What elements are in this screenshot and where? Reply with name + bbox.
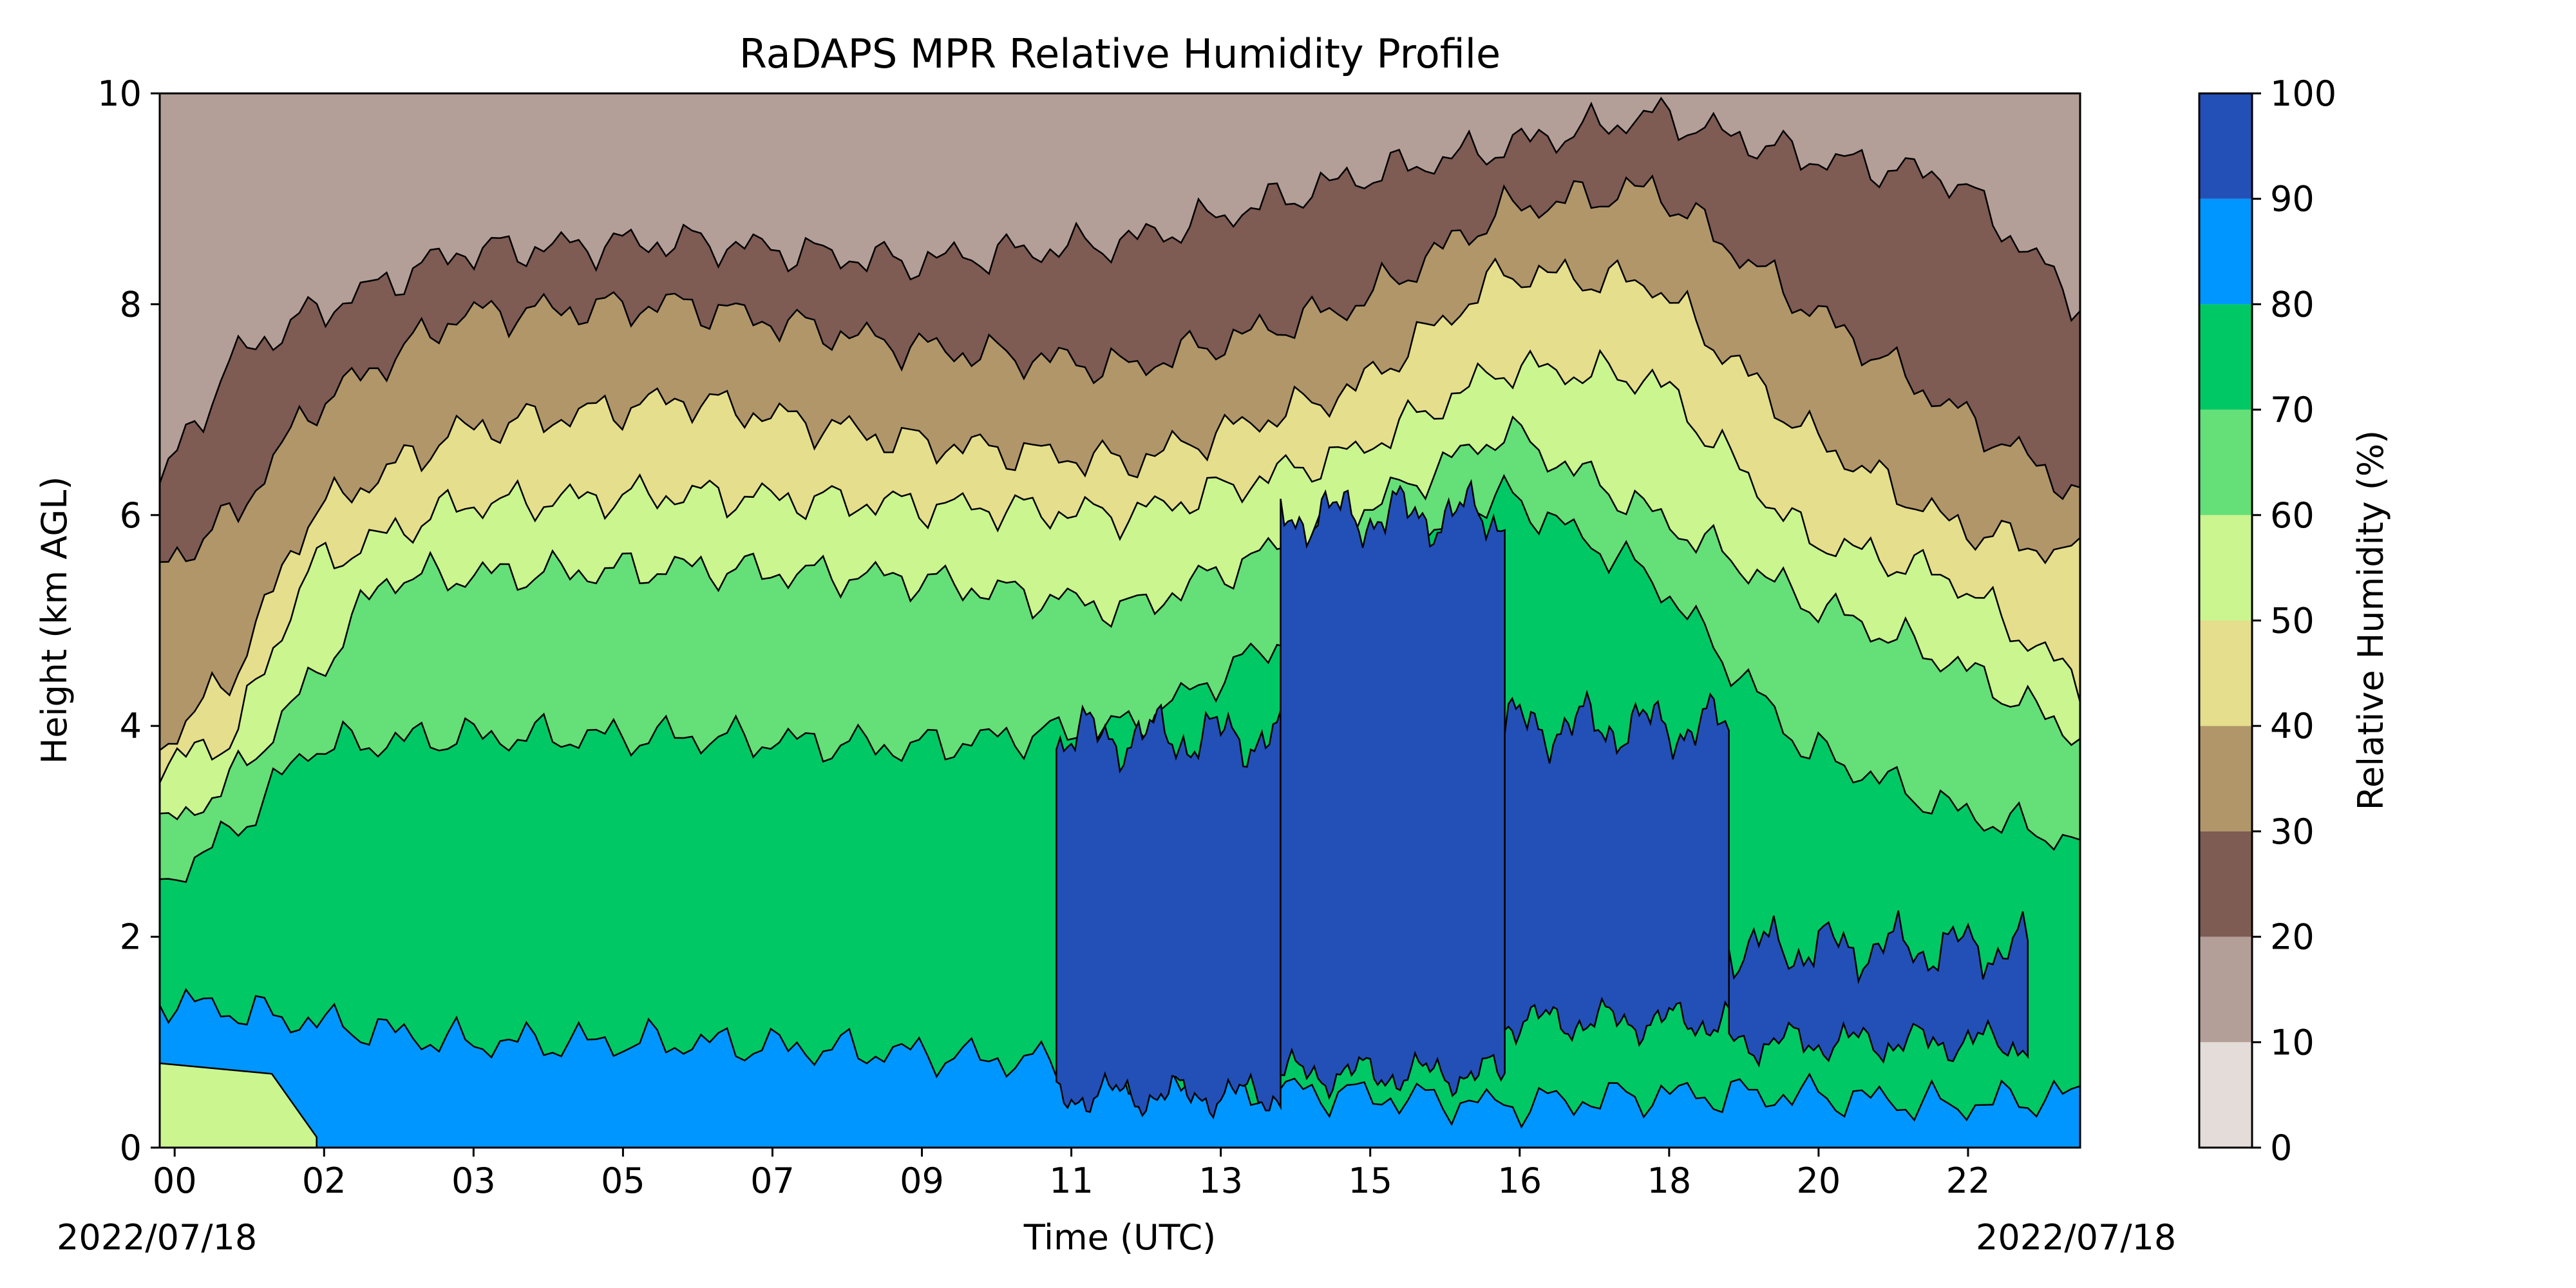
colorbar: 0 10 20 30 40 50 60 70 80 90 100 (2199, 73, 2336, 1168)
y-tick-label: 6 (120, 495, 142, 536)
y-tick-label: 0 (120, 1128, 142, 1168)
colorbar-tick-label: 100 (2270, 73, 2336, 114)
colorbar-segment (2199, 93, 2252, 199)
colorbar-frame (2198, 92, 2253, 1149)
x-tick-label: 07 (750, 1160, 795, 1201)
colorbar-tick-label: 40 (2270, 706, 2315, 746)
y-tick-label: 10 (97, 73, 142, 114)
x-tick-label: 15 (1348, 1160, 1392, 1201)
colorbar-segment (2199, 726, 2252, 831)
y-axis: 0 2 4 6 8 10 (97, 73, 160, 1168)
colorbar-tick-label: 90 (2270, 179, 2315, 220)
colorbar-segment (2199, 515, 2252, 621)
colorbar-tick-label: 0 (2270, 1128, 2292, 1168)
x-tick-label: 00 (153, 1160, 197, 1201)
colorbar-segment (2199, 620, 2252, 726)
y-tick-label: 8 (120, 284, 142, 325)
x-tick-label: 22 (1946, 1160, 1991, 1201)
chart-title: RaDAPS MPR Relative Humidity Profile (739, 30, 1501, 77)
band-90-100-region (1728, 910, 2029, 1068)
x-tick-label: 09 (900, 1160, 944, 1201)
plot-frame (158, 92, 2081, 1149)
y-tick-label: 2 (120, 917, 142, 958)
colorbar-segment (2199, 831, 2252, 937)
x-tick-label: 11 (1049, 1160, 1094, 1201)
colorbar-segment (2199, 410, 2252, 515)
end-date-label: 2022/07/18 (1976, 1217, 2176, 1258)
colorbar-label: Relative Humidity (%) (2351, 430, 2391, 810)
colorbar-tick-label: 80 (2270, 284, 2315, 325)
x-tick-label: 16 (1497, 1160, 1542, 1201)
x-tick-label: 03 (451, 1160, 496, 1201)
x-tick-label: 18 (1647, 1160, 1691, 1201)
colorbar-tick-label: 70 (2270, 390, 2315, 430)
y-axis-label: Height (km AGL) (34, 477, 75, 764)
x-tick-label: 20 (1797, 1160, 1841, 1201)
colorbar-segment (2199, 304, 2252, 410)
x-tick-label: 13 (1198, 1160, 1243, 1201)
colorbar-tick-label: 20 (2270, 917, 2315, 958)
start-date-label: 2022/07/18 (57, 1217, 257, 1258)
colorbar-segment (2199, 198, 2252, 305)
band-90-100-region (1280, 478, 1506, 1101)
x-axis-label: Time (UTC) (1023, 1217, 1217, 1258)
x-tick-label: 02 (302, 1160, 346, 1201)
colorbar-tick-label: 50 (2270, 601, 2315, 641)
x-axis: 00 02 03 05 07 09 11 13 15 16 18 20 22 (153, 1148, 1990, 1201)
band-90-100-region (1056, 703, 1282, 1120)
colorbar-segment (2199, 1042, 2252, 1148)
colorbar-tick-label: 10 (2270, 1022, 2315, 1063)
band-50-60-surface (160, 1062, 317, 1148)
colorbar-tick-label: 30 (2270, 811, 2315, 852)
colorbar-tick-label: 60 (2270, 495, 2315, 536)
x-tick-label: 05 (601, 1160, 645, 1201)
y-tick-label: 4 (120, 706, 142, 746)
colorbar-segment (2199, 936, 2252, 1043)
plot-area (160, 93, 2080, 1148)
